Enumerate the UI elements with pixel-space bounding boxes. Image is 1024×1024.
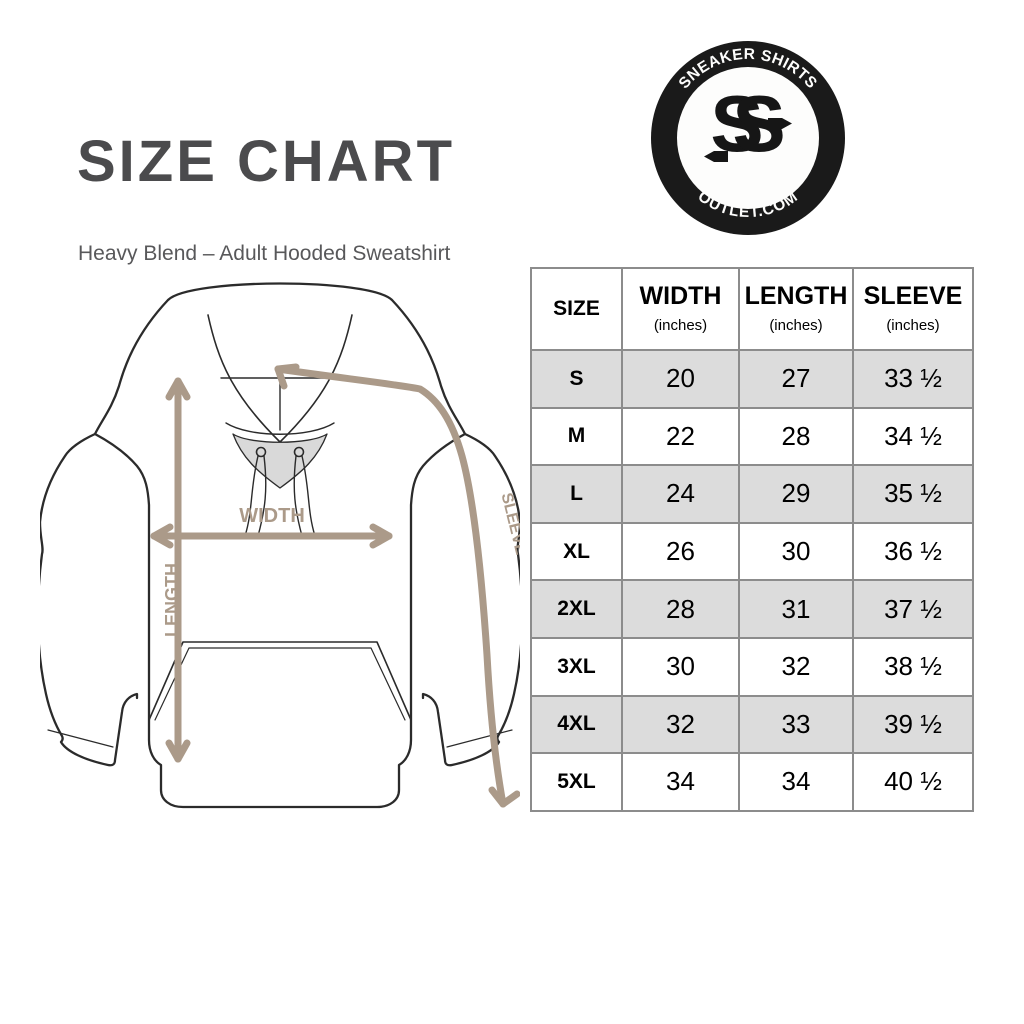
svg-text:WIDTH: WIDTH bbox=[239, 505, 305, 527]
svg-text:LENGTH: LENGTH bbox=[162, 563, 182, 637]
svg-text:SLEEVE: SLEEVE bbox=[497, 491, 520, 557]
